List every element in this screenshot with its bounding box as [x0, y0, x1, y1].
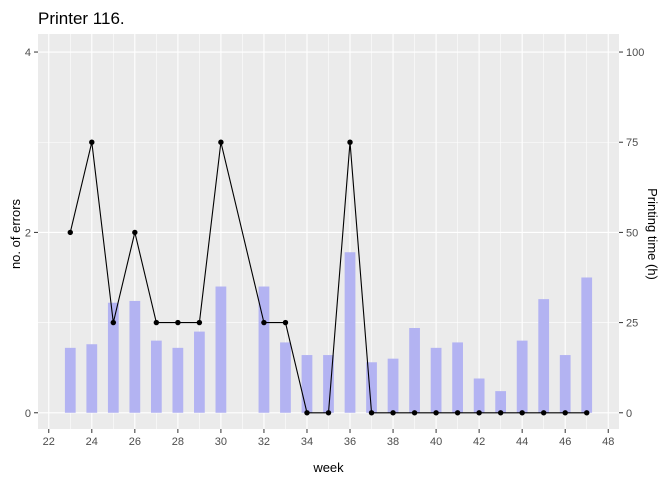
data-point	[132, 229, 138, 236]
bar	[538, 299, 550, 413]
data-point	[411, 410, 418, 416]
data-point	[282, 319, 289, 326]
data-point	[153, 319, 160, 326]
bar	[516, 340, 528, 413]
x-tick-label: 42	[473, 436, 485, 448]
bar	[86, 344, 98, 413]
x-tick-label: 46	[559, 436, 571, 448]
y-axis-right-label: Printing time (h)	[645, 188, 660, 280]
data-point	[368, 410, 375, 416]
bar	[107, 302, 119, 413]
data-point	[454, 410, 461, 416]
data-point	[497, 410, 504, 416]
bar	[258, 286, 270, 413]
bar	[129, 300, 141, 413]
y-right-tick-label: 100	[626, 47, 644, 59]
bar	[430, 347, 442, 413]
bar	[194, 331, 205, 413]
y-axis-left: 0 2 4	[25, 47, 38, 420]
data-point	[261, 319, 267, 326]
data-point	[196, 319, 203, 326]
data-point	[562, 410, 568, 416]
data-point	[476, 410, 482, 416]
data-point	[67, 229, 73, 236]
data-point	[325, 410, 332, 416]
x-tick-label: 24	[86, 436, 98, 448]
data-point	[347, 139, 353, 145]
bar	[344, 252, 356, 413]
y-left-tick-label: 0	[25, 408, 31, 420]
bar	[323, 355, 334, 413]
data-point	[584, 410, 590, 416]
y-left-tick-label: 2	[25, 227, 31, 239]
bar	[452, 342, 463, 413]
x-tick-label: 44	[516, 436, 528, 448]
bar	[172, 347, 184, 413]
y-right-tick-label: 25	[626, 318, 638, 330]
y-axis-right: 0 25 50 75 100	[619, 47, 644, 420]
point-series	[67, 139, 590, 416]
bar	[495, 391, 507, 413]
x-tick-label: 38	[387, 436, 399, 448]
data-point	[433, 410, 439, 416]
bar	[215, 286, 227, 413]
bar	[280, 342, 291, 413]
data-point	[540, 410, 547, 416]
x-axis-label: week	[312, 460, 344, 475]
bar	[581, 277, 593, 413]
y-right-tick-label: 75	[626, 137, 638, 149]
x-tick-label: 32	[258, 436, 270, 448]
data-point	[304, 410, 310, 416]
y-axis-left-label: no. of errors	[8, 198, 23, 269]
bar-series	[64, 252, 593, 413]
error-line	[69, 142, 587, 414]
bar	[387, 358, 399, 413]
y-right-tick-label: 50	[626, 227, 638, 239]
bar	[64, 347, 76, 413]
x-tick-label: 36	[344, 436, 356, 448]
x-tick-label: 22	[43, 436, 55, 448]
data-point	[110, 319, 117, 326]
line-series	[69, 142, 587, 414]
bar	[150, 340, 162, 413]
bar	[473, 378, 485, 413]
data-point	[390, 410, 396, 416]
data-point	[175, 319, 181, 326]
chart-title: Printer 116.	[38, 9, 125, 28]
x-tick-label: 30	[215, 436, 227, 448]
x-axis: 22 24 26 28 30 32 34 36 38 40 42 44 46 48	[43, 429, 614, 448]
data-point	[89, 139, 95, 145]
y-left-tick-label: 4	[25, 47, 31, 59]
x-tick-label: 40	[430, 436, 442, 448]
x-tick-label: 48	[602, 436, 614, 448]
bar	[559, 355, 571, 413]
x-tick-label: 34	[301, 436, 313, 448]
x-tick-label: 26	[129, 436, 141, 448]
y-right-tick-label: 0	[626, 408, 632, 420]
bar	[409, 327, 420, 413]
x-tick-label: 28	[172, 436, 184, 448]
data-point	[218, 139, 224, 145]
bar	[301, 355, 313, 413]
bar	[366, 362, 377, 413]
data-point	[519, 410, 525, 416]
